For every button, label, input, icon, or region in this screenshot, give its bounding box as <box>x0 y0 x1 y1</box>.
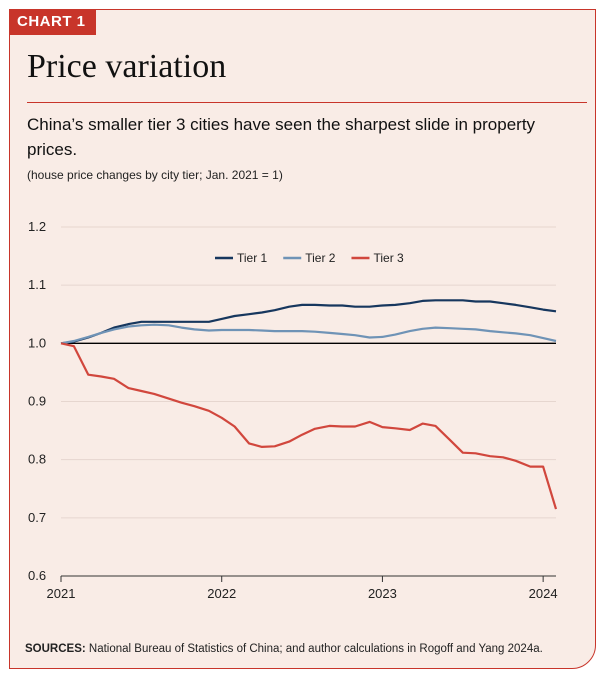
y-tick-label: 0.6 <box>28 568 46 583</box>
chart-title: Price variation <box>27 48 227 85</box>
x-axis: 2021 2022 2023 2024 <box>47 575 558 601</box>
y-tick-label: 1.0 <box>28 335 46 350</box>
y-tick-label: 0.8 <box>28 452 46 467</box>
title-divider <box>27 102 587 103</box>
x-tick-label: 2023 <box>368 586 397 601</box>
legend-label: Tier 2 <box>305 251 336 265</box>
legend-label: Tier 3 <box>373 251 404 265</box>
chart-card <box>9 9 596 669</box>
x-tick-label: 2021 <box>47 586 76 601</box>
y-tick-label: 1.2 <box>28 219 46 234</box>
series-line-tier-3 <box>60 342 558 510</box>
chart-subtitle: China’s smaller tier 3 cities have seen … <box>27 115 536 159</box>
chart-number-badge: CHART 1 <box>9 9 96 35</box>
sources-note: SOURCES: National Bureau of Statistics o… <box>25 643 543 655</box>
chart-note: (house price changes by city tier; Jan. … <box>27 168 283 182</box>
series-line-tier-1 <box>60 299 557 345</box>
y-tick-label: 0.9 <box>28 394 46 409</box>
y-tick-label: 0.7 <box>28 510 46 525</box>
series-line-tier-2 <box>60 323 557 345</box>
sources-text: National Bureau of Statistics of China; … <box>88 643 543 655</box>
y-tick-label: 1.1 <box>28 277 46 292</box>
x-tick-label: 2022 <box>207 586 236 601</box>
series-lines <box>60 299 558 510</box>
legend: Tier 1 Tier 2 Tier 3 <box>215 251 404 265</box>
x-tick-label: 2024 <box>529 586 558 601</box>
sources-label: SOURCES: <box>25 643 86 655</box>
y-axis: 0.6 0.7 0.8 0.9 1.0 1.1 1.2 <box>28 219 556 583</box>
legend-label: Tier 1 <box>237 251 268 265</box>
